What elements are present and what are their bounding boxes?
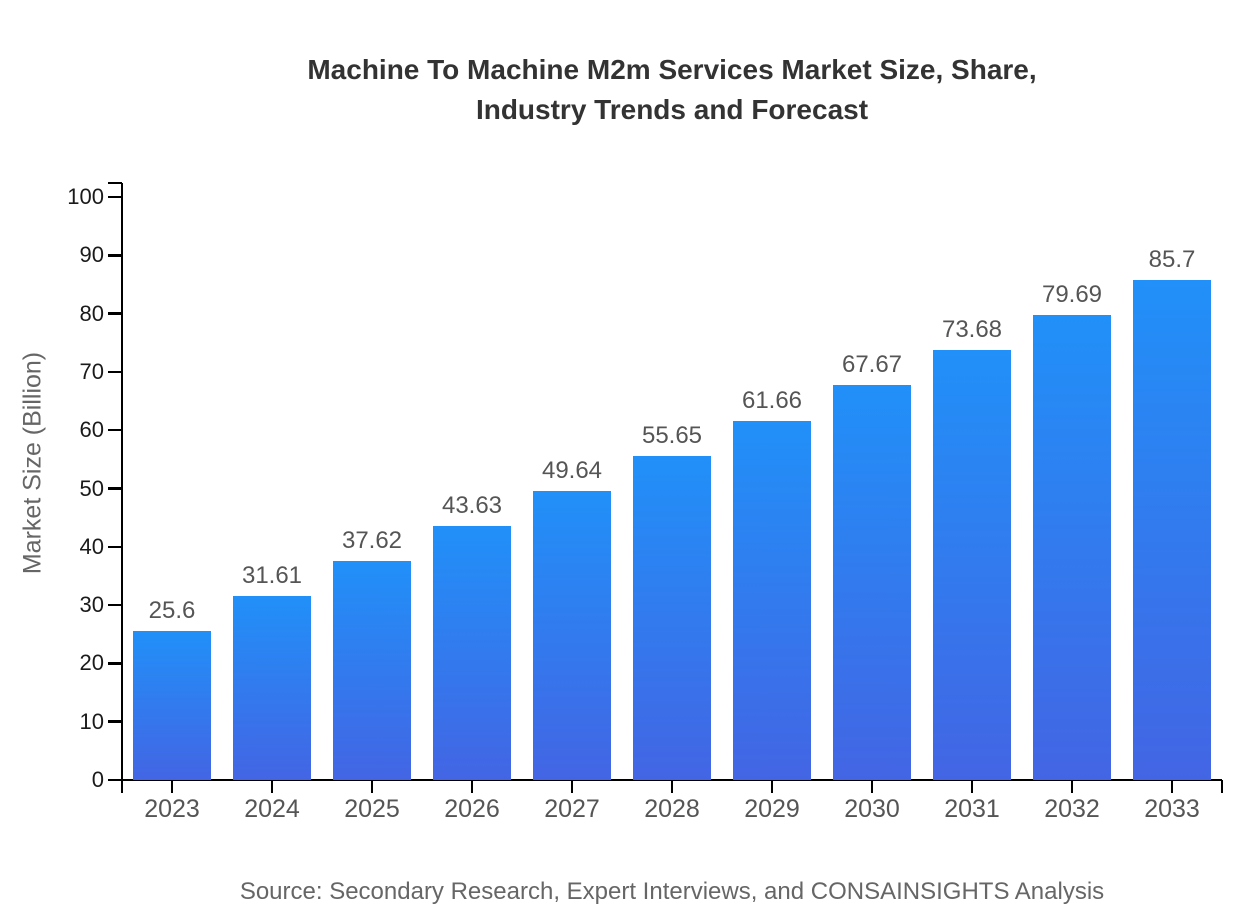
x-axis-line — [108, 778, 1222, 782]
y-axis-tick-label: 0 — [91, 767, 104, 792]
bar-value-label: 55.65 — [641, 421, 703, 449]
x-axis-tick-label: 2032 — [1044, 795, 1100, 823]
bar-value-label: 49.64 — [541, 456, 603, 484]
y-axis-tick-label: 10 — [79, 708, 104, 734]
bar-value-label: 43.63 — [441, 491, 503, 519]
x-axis-tick-label: 2024 — [244, 795, 300, 823]
x-axis-tick — [1070, 780, 1074, 793]
y-axis-tick-label: 20 — [79, 650, 104, 676]
x-axis-tick-label: 2023 — [144, 795, 200, 823]
x-axis-tick — [870, 780, 874, 793]
bar-2025 — [333, 560, 411, 780]
chart-title-line-1: Machine To Machine M2m Services Market S… — [307, 54, 1037, 85]
x-axis-tick-label: 2028 — [644, 795, 700, 823]
y-axis-tick — [108, 370, 122, 374]
bar-value-label: 31.61 — [241, 561, 303, 589]
y-axis-tick — [108, 312, 122, 315]
y-axis-tick — [108, 254, 122, 257]
y-axis-tick — [108, 720, 122, 723]
bar-2026 — [433, 525, 511, 780]
y-axis-tick-label: 80 — [79, 300, 104, 326]
x-axis-tick-label: 2031 — [944, 795, 1000, 823]
y-axis-tick — [108, 545, 122, 549]
y-axis-line — [120, 183, 124, 793]
bar-2032 — [1033, 315, 1111, 780]
y-axis-tick-label: 70 — [79, 358, 104, 384]
bar-2031 — [933, 350, 1011, 780]
y-axis-tick — [108, 603, 122, 607]
y-axis-tick-label: 60 — [79, 417, 104, 443]
chart-title-line-2: Industry Trends and Forecast — [475, 94, 869, 125]
y-axis-tick-label: 100 — [67, 184, 104, 209]
y-axis-tick — [108, 428, 122, 432]
chart-title: Machine To Machine M2m Services Market S… — [122, 50, 1222, 130]
x-axis-tick — [670, 780, 674, 793]
bar-value-label: 73.68 — [941, 316, 1003, 344]
bar-2029 — [733, 420, 811, 780]
bar-value-label: 37.62 — [341, 526, 403, 554]
x-axis-end-cap — [1220, 780, 1224, 793]
x-axis-tick-label: 2033 — [1144, 795, 1200, 823]
x-axis-tick-label: 2025 — [344, 795, 400, 823]
y-axis-tick — [108, 778, 122, 782]
y-axis-end-cap — [108, 181, 122, 185]
bar-value-label: 25.6 — [148, 596, 196, 624]
bar-value-label: 85.7 — [1148, 246, 1196, 274]
bar-value-label: 79.69 — [1041, 281, 1103, 309]
y-axis-tick-label: 40 — [79, 533, 104, 559]
x-axis-tick — [470, 780, 474, 793]
x-axis-tick — [170, 780, 174, 793]
x-axis-tick — [970, 780, 974, 793]
bar-2028 — [633, 455, 711, 780]
y-axis-tick-label: 50 — [79, 475, 104, 501]
x-axis-tick-label: 2027 — [544, 795, 600, 823]
x-axis-tick-label: 2026 — [444, 795, 500, 823]
x-axis-tick-label: 2030 — [844, 795, 900, 823]
x-axis-tick — [1170, 780, 1174, 793]
x-axis-tick — [770, 780, 774, 793]
y-axis-tick — [108, 195, 122, 199]
bar-value-label: 61.66 — [741, 386, 803, 414]
bar-2027 — [533, 490, 611, 780]
y-axis-tick — [108, 662, 122, 665]
x-axis-tick — [570, 780, 574, 793]
x-axis-tick — [270, 780, 274, 793]
y-axis-tick — [108, 487, 122, 490]
bar-2033 — [1133, 280, 1211, 780]
bar-value-label: 67.67 — [841, 351, 903, 379]
y-axis-tick-label: 90 — [79, 242, 104, 268]
bar-2024 — [233, 595, 311, 780]
x-axis-tick-label: 2029 — [744, 795, 800, 823]
y-axis-tick-label: 30 — [79, 592, 104, 618]
x-axis-tick — [370, 780, 374, 793]
bar-2030 — [833, 385, 911, 780]
bar-2023 — [133, 630, 211, 780]
source-caption: Source: Secondary Research, Expert Inter… — [239, 878, 1105, 905]
